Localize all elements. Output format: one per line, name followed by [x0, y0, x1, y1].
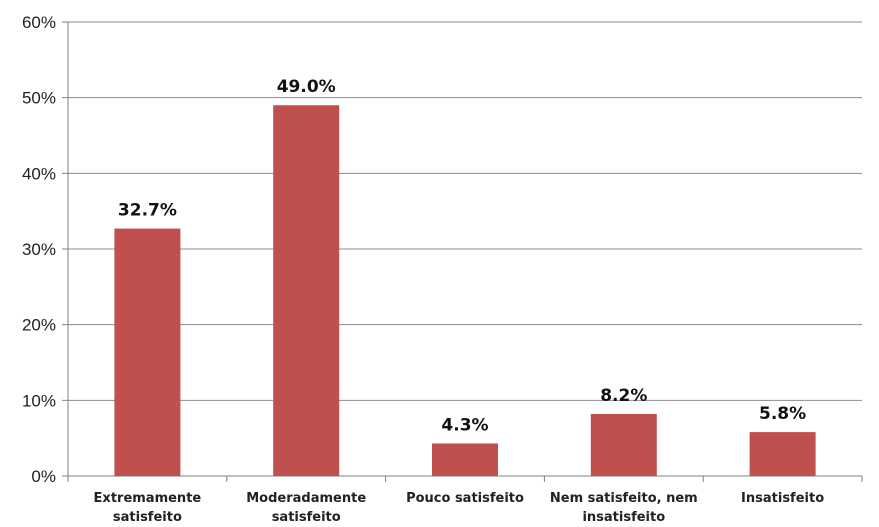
data-label: 4.3% — [441, 415, 488, 435]
y-tick-label: 30% — [22, 240, 56, 259]
category-label: satisfeito — [113, 510, 182, 525]
bar — [749, 432, 816, 476]
data-label: 49.0% — [277, 77, 336, 97]
axes — [62, 21, 863, 482]
y-tick-label: 50% — [22, 89, 56, 108]
bars — [114, 105, 816, 476]
bar — [273, 105, 340, 476]
category-label: satisfeito — [272, 510, 341, 525]
bar — [432, 443, 498, 476]
category-label: Nem satisfeito, nem — [550, 491, 698, 506]
bar — [114, 228, 181, 476]
category-label: Pouco satisfeito — [406, 491, 524, 506]
data-label: 8.2% — [600, 386, 647, 406]
y-tick-label: 10% — [22, 391, 56, 410]
category-label: Insatisfeito — [741, 491, 824, 506]
data-label: 5.8% — [759, 404, 806, 424]
y-tick-labels: 0% 10% 20% 30% 40% 50% 60% — [22, 13, 56, 486]
category-labels: Extremamente satisfeito Moderadamente satis… — [94, 491, 825, 525]
y-tick-label: 40% — [22, 164, 56, 183]
data-labels: 32.7% 49.0% 4.3% 8.2% 5.8% — [118, 77, 806, 435]
y-tick-label: 20% — [22, 316, 56, 335]
y-tick-label: 60% — [22, 13, 56, 32]
category-label: Moderadamente — [246, 491, 366, 506]
y-tick-label: 0% — [31, 467, 56, 486]
bar — [590, 413, 657, 476]
category-label: Extremamente — [94, 491, 202, 506]
data-label: 32.7% — [118, 201, 177, 221]
gridlines — [68, 21, 862, 401]
category-label: insatisfeito — [582, 510, 665, 525]
